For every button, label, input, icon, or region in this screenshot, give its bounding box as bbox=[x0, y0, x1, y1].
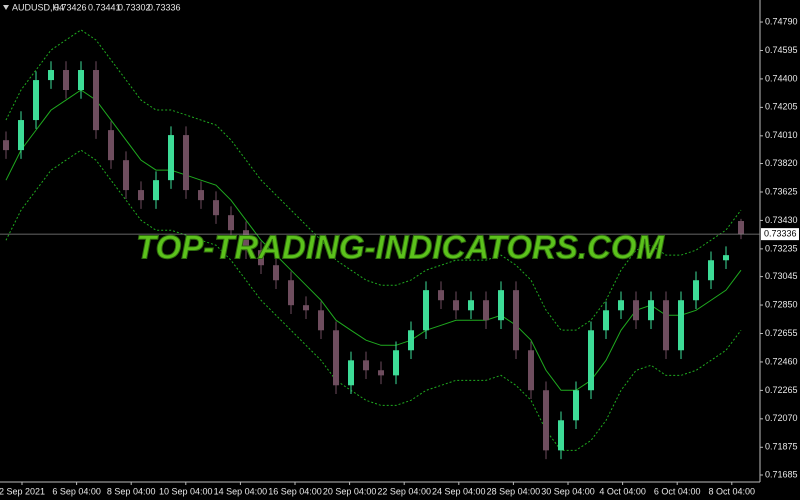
candle-body bbox=[33, 80, 39, 121]
x-tick-label: 4 Oct 04:00 bbox=[599, 486, 646, 496]
middle-band bbox=[5, 89, 742, 391]
candle-body bbox=[183, 135, 189, 191]
y-tick-label: 0.72265 bbox=[765, 385, 798, 395]
candle-body bbox=[618, 300, 624, 311]
y-tick-label: 0.72655 bbox=[765, 328, 798, 338]
y-tick-label: 0.74400 bbox=[765, 73, 798, 83]
candle-body bbox=[558, 420, 564, 451]
candle-body bbox=[438, 290, 444, 301]
lower-band bbox=[5, 149, 742, 451]
header-price: 0.73336 bbox=[148, 2, 181, 12]
candle-body bbox=[3, 140, 9, 151]
candle-body bbox=[663, 300, 669, 351]
candle-body bbox=[633, 300, 639, 321]
candle-body bbox=[348, 360, 354, 386]
x-tick-label: 6 Sep 04:00 bbox=[52, 486, 101, 496]
y-tick-label: 0.73430 bbox=[765, 215, 798, 225]
candle-body bbox=[603, 310, 609, 331]
candle-body bbox=[528, 350, 534, 391]
candle-body bbox=[153, 180, 159, 201]
y-tick-label: 0.72070 bbox=[765, 413, 798, 423]
candle-body bbox=[63, 70, 69, 91]
candle-body bbox=[573, 390, 579, 421]
x-tick-label: 20 Sep 04:00 bbox=[323, 486, 377, 496]
y-tick-label: 0.73235 bbox=[765, 243, 798, 253]
y-tick-label: 0.71875 bbox=[765, 442, 798, 452]
price-tag bbox=[761, 228, 799, 241]
candle-body bbox=[228, 215, 234, 231]
candle-body bbox=[303, 305, 309, 311]
y-tick-label: 0.73625 bbox=[765, 186, 798, 196]
candle-body bbox=[693, 280, 699, 301]
watermark: TOP-TRADING-INDICATORS.COM bbox=[136, 229, 665, 266]
y-tick-label: 0.74010 bbox=[765, 130, 798, 140]
header-price: 0.73441 bbox=[88, 2, 121, 12]
x-tick-label: 8 Sep 04:00 bbox=[107, 486, 156, 496]
candle-body bbox=[393, 350, 399, 376]
y-tick-label: 0.74595 bbox=[765, 45, 798, 55]
candle-body bbox=[138, 190, 144, 201]
candle-body bbox=[318, 310, 324, 331]
price-tag-label: 0.73336 bbox=[764, 229, 797, 239]
upper-band bbox=[5, 29, 742, 331]
x-tick-label: 16 Sep 04:00 bbox=[268, 486, 322, 496]
candle-body bbox=[168, 135, 174, 181]
candle-body bbox=[363, 360, 369, 371]
header-price: 0.73426 bbox=[54, 2, 87, 12]
x-tick-label: 28 Sep 04:00 bbox=[487, 486, 541, 496]
candle-body bbox=[738, 221, 744, 235]
candle-body bbox=[198, 190, 204, 201]
candle-body bbox=[213, 200, 219, 216]
candle-body bbox=[378, 370, 384, 376]
y-tick-label: 0.72850 bbox=[765, 299, 798, 309]
candle-body bbox=[408, 330, 414, 351]
header-symbol: AUDUSD,H4 bbox=[12, 2, 64, 12]
candle-body bbox=[588, 330, 594, 391]
candle-body bbox=[108, 130, 114, 161]
candle-body bbox=[423, 290, 429, 331]
y-tick-label: 0.74205 bbox=[765, 102, 798, 112]
x-tick-label: 10 Sep 04:00 bbox=[159, 486, 213, 496]
candle-body bbox=[123, 160, 129, 191]
candle-body bbox=[258, 250, 264, 266]
candle-body bbox=[498, 290, 504, 321]
candle-body bbox=[513, 290, 519, 351]
x-tick-label: 8 Oct 04:00 bbox=[709, 486, 756, 496]
candle-body bbox=[678, 300, 684, 351]
candle-body bbox=[333, 330, 339, 386]
x-tick-label: 22 Sep 04:00 bbox=[377, 486, 431, 496]
candle-body bbox=[93, 70, 99, 131]
candle-body bbox=[708, 260, 714, 281]
y-tick-label: 0.74790 bbox=[765, 16, 798, 26]
x-tick-label: 2 Sep 2021 bbox=[0, 486, 45, 496]
candle-body bbox=[723, 255, 729, 261]
candle-body bbox=[453, 300, 459, 311]
x-tick-label: 14 Sep 04:00 bbox=[214, 486, 268, 496]
y-tick-label: 0.71685 bbox=[765, 469, 798, 479]
candle-body bbox=[483, 300, 489, 321]
candle-body bbox=[273, 265, 279, 281]
x-tick-label: 24 Sep 04:00 bbox=[432, 486, 486, 496]
candle-body bbox=[468, 300, 474, 311]
x-tick-label: 30 Sep 04:00 bbox=[541, 486, 595, 496]
x-tick-label: 6 Oct 04:00 bbox=[654, 486, 701, 496]
header-icon bbox=[3, 5, 9, 10]
header-price: 0.73302 bbox=[118, 2, 151, 12]
y-tick-label: 0.73045 bbox=[765, 271, 798, 281]
y-tick-label: 0.72460 bbox=[765, 356, 798, 366]
candle-body bbox=[48, 70, 54, 81]
candle-body bbox=[18, 120, 24, 151]
y-tick-label: 0.73820 bbox=[765, 158, 798, 168]
candle-body bbox=[243, 230, 249, 251]
candle-body bbox=[648, 300, 654, 321]
candle-body bbox=[288, 280, 294, 306]
candle-body bbox=[543, 390, 549, 451]
candle-body bbox=[78, 70, 84, 91]
